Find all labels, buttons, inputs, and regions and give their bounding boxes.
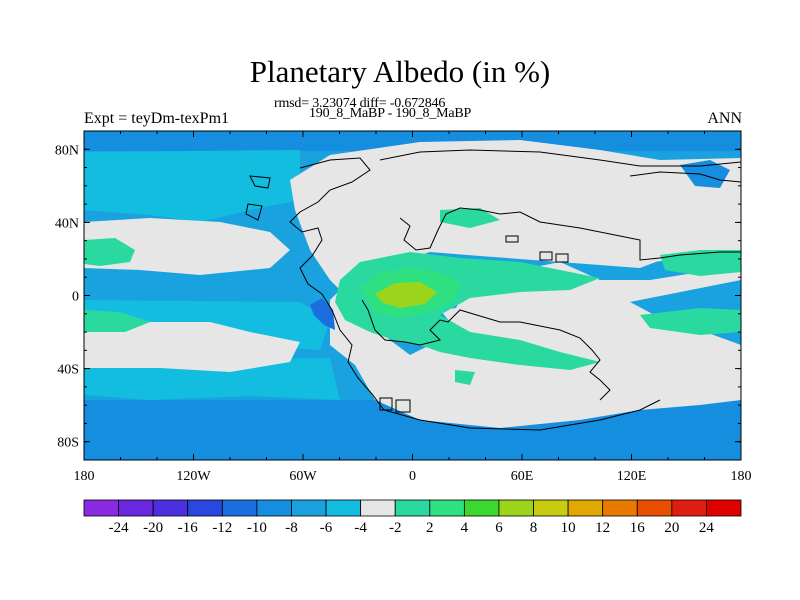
colorbar-label: 12 [595,520,610,536]
colorbar-label: 20 [664,520,679,536]
colorbar-swatch [256,499,292,517]
northeast-dark-blue [680,160,730,188]
lat-tick-label: 0 [72,290,79,305]
colorbar-label: -12 [212,520,232,536]
colorbar-swatch [567,499,604,517]
colorbar-label: -2 [389,520,402,536]
colorbar-swatch [706,499,742,517]
colorbar-label: 8 [530,520,538,536]
colorbar-label: 4 [461,520,469,536]
plot-title: Planetary Albedo (in %) [249,54,551,89]
latitude-axis: 80N 40N 0 40S 80S [55,130,741,461]
lon-tick-label: 180 [731,469,752,484]
colorbar-swatch [533,499,569,517]
colorbar-label: -10 [247,520,267,536]
northern-subtropics-lighter [84,150,300,222]
lon-tick-label: 180 [74,469,95,484]
colorbar-swatch [152,499,189,517]
north-atlantic-green [440,208,500,228]
southern-lighter-band [84,358,340,400]
colorbar-swatch [325,499,362,517]
season-label: ANN [707,110,742,127]
experiment-label: Expt = teyDm-texPm1 [84,110,230,127]
experiment-comparison: 190_8_MaBP - 190_8_MaBP [309,106,472,121]
colorbar-label: 24 [699,520,715,536]
colorbar-label: -24 [109,520,129,536]
tropical-yellow-core [375,282,437,308]
colorbar-swatch [360,499,396,517]
colorbar: -24 -20 -16 -12 -10 -8 -6 -4 -2 2 4 6 8 10 12 16 20 24 [83,499,742,536]
lon-tick-label: 0 [409,469,416,484]
west-pacific-green-north [84,238,135,266]
colorbar-swatch [83,499,119,517]
lon-tick-label: 120E [617,469,647,484]
colorbar-swatch [498,499,534,517]
tethys-neutral [440,300,620,322]
east-pacific-green-south [640,308,741,335]
pangea-coastline [245,149,741,431]
colorbar-swatch [602,499,638,517]
colorbar-swatch [291,499,327,517]
colorbar-label: 10 [561,520,576,536]
lat-tick-label: 80S [57,436,79,451]
colorbar-swatch [636,499,673,517]
south-pacific-neutral [84,322,300,372]
colorbar-label: -16 [178,520,198,536]
colorbar-label: 2 [426,520,434,536]
colorbar-label: -20 [143,520,163,536]
lon-tick-label: 60E [511,469,534,484]
north-pacific-neutral [84,218,290,275]
colorbar-swatch [463,499,500,517]
southern-green-patch [455,370,475,385]
colorbar-swatch [221,499,258,517]
lat-tick-label: 40N [55,216,79,231]
longitude-axis: 180 120W 60W 0 60E 120E 180 [74,131,752,484]
colorbar-swatch [187,499,223,517]
colorbar-swatch [429,499,465,517]
map-area [84,131,741,460]
lon-tick-label: 120W [176,469,211,484]
lat-tick-label: 80N [55,143,79,158]
colorbar-swatch [118,499,154,517]
colorbar-label: -4 [354,520,367,536]
east-pacific-green-north [660,250,741,276]
colorbar-swatch [394,499,431,517]
high-latitude-band [84,131,741,151]
west-pacific-green-south [84,310,150,332]
lon-tick-label: 60W [289,469,317,484]
coastal-dark-blue [310,298,335,330]
lat-tick-label: 40S [57,363,79,378]
colorbar-label: 6 [495,520,503,536]
colorbar-swatch [671,499,707,517]
colorbar-label: -8 [285,520,298,536]
plot-statistics: rmsd= 3.23074 diff= -0.672846 [274,96,446,111]
colorbar-label: 16 [630,520,646,536]
colorbar-label: -6 [320,520,333,536]
